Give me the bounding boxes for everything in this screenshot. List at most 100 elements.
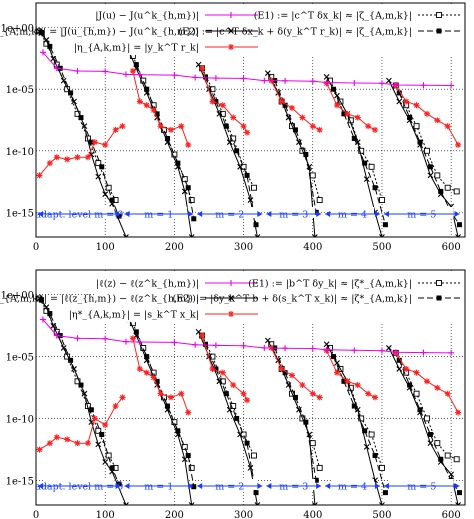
- data-point: [403, 365, 410, 372]
- data-point: [354, 114, 361, 121]
- data-point: [53, 332, 60, 339]
- data-point: [53, 434, 60, 441]
- data-point: [351, 403, 357, 409]
- data-point: [150, 107, 157, 114]
- data-point: [365, 390, 372, 397]
- data-point: [455, 234, 461, 237]
- data-point: [413, 369, 420, 376]
- adapt-level: m = 1: [124, 479, 194, 493]
- data-point: [434, 384, 441, 391]
- data-point: [368, 431, 375, 438]
- data-point: [36, 295, 43, 302]
- x-tick-label: 300: [234, 510, 253, 519]
- data-point: [244, 129, 251, 136]
- data-point: [448, 82, 455, 89]
- data-point: [102, 459, 109, 465]
- data-point: [136, 71, 143, 78]
- data-point: [437, 459, 444, 465]
- data-point: [209, 365, 216, 372]
- level-label: m = 3: [279, 210, 308, 221]
- data-point: [74, 335, 81, 342]
- x-tick-label: 500: [372, 242, 391, 253]
- data-point: [240, 342, 247, 349]
- x-tick-label: 200: [165, 510, 184, 519]
- data-point: [216, 378, 223, 385]
- level-arrow-left: [383, 211, 389, 217]
- data-point: [264, 70, 271, 77]
- data-point: [382, 490, 388, 496]
- data-point: [303, 419, 309, 425]
- data-point: [453, 456, 460, 463]
- data-point: [316, 126, 323, 133]
- legend-box: [96, 5, 464, 55]
- level-arrow-left: [266, 211, 272, 217]
- data-point: [333, 369, 340, 376]
- data-point: [133, 62, 139, 68]
- level-label-bg: [44, 207, 115, 218]
- series-line: [274, 347, 317, 481]
- data-point: [306, 431, 313, 438]
- legend-entry-text: |η_{A,k,m}| = |y_k^T r_k|: [74, 43, 199, 54]
- data-point: [36, 172, 43, 179]
- data-point: [129, 68, 136, 75]
- data-point: [174, 431, 181, 438]
- adapt-level: m = 3: [266, 479, 322, 493]
- x-tick-label: 400: [303, 242, 322, 253]
- series-line: [39, 125, 123, 176]
- data-point: [316, 394, 323, 401]
- data-point: [396, 90, 402, 96]
- plot-frame: [35, 2, 466, 238]
- data-point: [378, 80, 385, 87]
- series-e2: [39, 297, 462, 496]
- data-point: [427, 172, 434, 179]
- series-eta: [36, 332, 462, 453]
- data-point: [309, 440, 316, 447]
- data-point: [99, 164, 105, 170]
- legend-entry-text: (E2) := |δy_k^T b + δ(s_k^T x_k)| ≈ |ζ*_…: [173, 294, 412, 305]
- plot-area: [36, 28, 462, 237]
- data-point: [50, 323, 57, 329]
- data-point: [285, 382, 292, 388]
- data-point: [188, 234, 195, 237]
- data-point: [43, 37, 50, 43]
- data-point: [185, 141, 192, 148]
- data-point: [68, 90, 74, 96]
- series-line: [270, 80, 320, 131]
- level-arrow-right: [374, 211, 380, 217]
- x-tick-label: 600: [442, 242, 461, 253]
- data-point: [323, 79, 330, 86]
- data-point: [171, 339, 178, 346]
- data-point: [150, 374, 157, 381]
- series-line: [39, 397, 123, 451]
- x-tick-label: 600: [442, 510, 461, 519]
- data-point: [95, 427, 102, 434]
- data-point: [219, 110, 226, 117]
- data-point: [209, 98, 216, 105]
- x-tick-label: 0: [33, 242, 39, 253]
- data-point: [143, 369, 150, 376]
- data-point: [188, 197, 195, 204]
- data-point: [46, 160, 53, 167]
- level-label-bg: [272, 479, 316, 490]
- data-point: [43, 304, 50, 310]
- data-point: [144, 86, 150, 92]
- series-line: [205, 76, 257, 225]
- data-point: [455, 409, 462, 416]
- level-label-bg: [130, 479, 188, 490]
- level-label: m = 5: [407, 210, 436, 221]
- data-point: [71, 98, 77, 105]
- data-point: [358, 415, 365, 422]
- data-point: [109, 468, 116, 475]
- adapt-level: m = 5: [383, 479, 460, 493]
- data-point: [372, 126, 379, 133]
- series-line: [329, 347, 383, 469]
- data-point: [244, 172, 250, 178]
- data-point: [436, 12, 442, 18]
- adapt-level: m = 1: [124, 207, 194, 221]
- level-arrow-right: [316, 211, 322, 217]
- data-point: [234, 415, 240, 421]
- series-line: [270, 347, 320, 398]
- data-point: [36, 28, 43, 35]
- data-point: [253, 490, 259, 496]
